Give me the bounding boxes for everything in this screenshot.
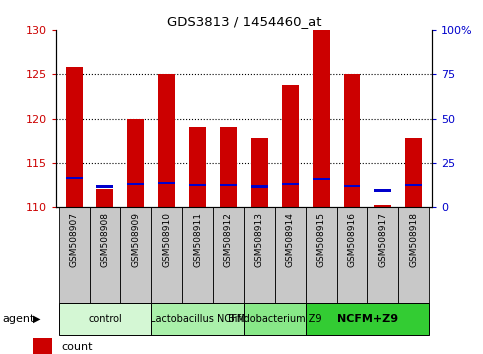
Bar [313,30,329,207]
Bar [275,207,306,303]
Bar [368,207,398,303]
Bar [58,207,89,303]
Bar [151,303,244,335]
Bar [158,182,175,184]
Text: agent: agent [2,314,35,324]
Bar [189,184,206,186]
Bar [306,207,337,303]
Bar [182,207,213,303]
Bar [306,303,429,335]
Bar [251,185,268,188]
Bar [282,85,298,207]
Bar [189,127,206,207]
Bar [120,207,151,303]
Bar [405,138,422,207]
Bar [251,138,268,207]
Bar [398,207,429,303]
Bar [220,127,237,207]
Text: GSM508910: GSM508910 [162,212,171,267]
Bar [244,303,306,335]
Text: NCFM+Z9: NCFM+Z9 [337,314,398,324]
Bar [158,74,175,207]
Text: GSM508918: GSM508918 [409,212,418,267]
Title: GDS3813 / 1454460_at: GDS3813 / 1454460_at [167,15,321,28]
Bar [97,189,114,207]
Bar [66,67,83,207]
Bar [151,207,182,303]
Bar [374,189,391,192]
Bar [337,207,368,303]
Bar [405,184,422,186]
Bar [33,338,52,354]
Text: control: control [88,314,122,324]
Text: GSM508912: GSM508912 [224,212,233,267]
Text: Bifidobacterium Z9: Bifidobacterium Z9 [228,314,322,324]
Text: GSM508907: GSM508907 [70,212,79,267]
Text: GSM508909: GSM508909 [131,212,141,267]
Text: ▶: ▶ [33,314,41,324]
Bar [66,177,83,179]
Text: GSM508915: GSM508915 [317,212,326,267]
Bar [343,74,360,207]
Text: GSM508917: GSM508917 [378,212,387,267]
Bar [220,184,237,186]
Bar [374,205,391,207]
Bar [213,207,244,303]
Text: GSM508911: GSM508911 [193,212,202,267]
Bar [343,184,360,187]
Bar [244,207,275,303]
Text: count: count [61,342,93,353]
Bar [97,185,114,188]
Bar [89,207,120,303]
Bar [128,119,144,207]
Text: GSM508914: GSM508914 [286,212,295,267]
Bar [313,178,329,180]
Text: Lactobacillus NCFM: Lactobacillus NCFM [150,314,245,324]
Bar [128,183,144,185]
Bar [58,303,151,335]
Text: GSM508913: GSM508913 [255,212,264,267]
Bar [282,183,298,185]
Text: GSM508916: GSM508916 [347,212,356,267]
Text: GSM508908: GSM508908 [100,212,110,267]
